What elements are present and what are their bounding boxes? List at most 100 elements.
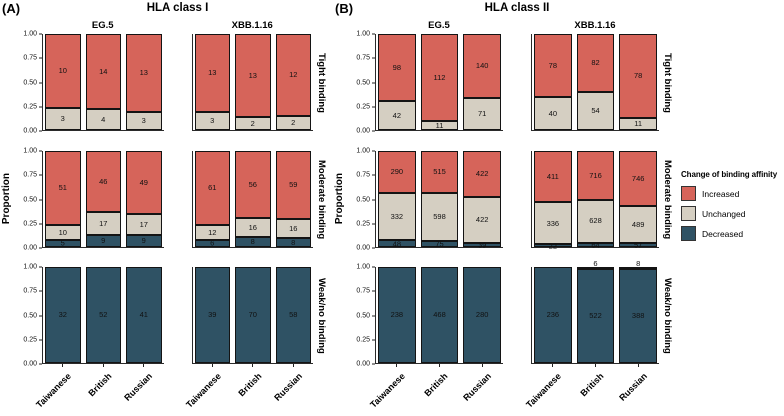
bar-segment-count: 22 [548,240,557,250]
y-tick-mark [39,106,42,108]
bar-russian: 422 422 39 [463,151,502,248]
legend-item: Unchanged [681,206,783,221]
bar-segment-unchanged: 16 [275,219,311,238]
y-tick-mark [39,315,42,316]
y-tick-label: 0.25 [356,103,370,111]
bars-group: 32 52 41 [43,267,164,363]
bar-taiwanese: 238 [378,267,416,363]
legend-swatch-decreased [681,226,696,241]
bar-segment-decreased: 522 [576,269,615,363]
bar-segment-count: 11 [435,120,444,130]
bar-segment-increased: 140 [463,34,502,98]
y-tick-mark [372,150,375,152]
bar-segment-increased: 515 [420,151,459,193]
y-tick-label: 0.00 [23,360,37,368]
bar-segment-decreased: 9 [85,235,121,247]
bar-segment-count: 411 [546,171,559,181]
x-tick-mark [211,364,213,367]
bar-british: 14 4 [85,34,121,130]
y-tick-mark [372,33,375,35]
y-axis: 1.00 0.75 0.50 0.25 0.00 [12,148,42,252]
bar-taiwanese: 290 332 48 [378,151,416,247]
bar-segment-decreased: 57 [619,241,658,248]
y-tick: 0.75 [356,55,375,62]
bar-segment-unchanged: 3 [45,107,81,130]
y-tick-mark [372,339,375,341]
y-tick: 0.75 [356,288,375,295]
y-tick: 0.25 [356,103,375,110]
y-tick: 0.75 [356,172,375,179]
bar-segment-count: 422 [475,215,489,225]
bar-segment-decreased: 236 [534,267,572,363]
facet-column-title: EG.5 [91,20,114,31]
bar-segment-unchanged: 11 [420,120,459,130]
bar-russian: 280 [463,267,502,363]
bar-segment-count: 52 [99,310,108,320]
bar-segment-increased: 13 [235,34,271,118]
y-tick-label: 0.25 [356,220,370,228]
bar-segment-increased: 78 [534,34,572,98]
bar-russian: 13 3 [126,34,162,130]
x-tick-label: British [86,371,114,399]
bar-segment-count: 16 [248,223,257,233]
bar-segment-unchanged: 71 [463,97,502,130]
y-tick-mark [372,174,375,176]
y-tick-mark [39,57,42,59]
bar-segment-decreased: 6 [194,240,230,247]
y-tick: 0.75 [23,172,42,179]
panel-letter: (A) [2,1,21,16]
bar-segment-count: 70 [248,310,257,320]
bar-segment-decreased: 48 [378,240,416,247]
bar-segment-count: 489 [631,219,645,229]
panel-title: HLA class II [484,2,550,14]
bar-segment-increased: 8 [619,260,658,269]
bar-taiwanese: 78 40 [534,34,572,130]
bar-segment-count: 2 [291,118,296,128]
bar-segment-count: 39 [208,310,217,320]
bar-segment-increased: 112 [420,34,459,122]
bar-segment-increased: 82 [576,34,615,92]
x-tick-mark [481,364,483,367]
bar-segment-unchanged: 2 [235,117,271,130]
bar-segment-increased: 56 [235,151,271,219]
bar-british: 46 17 9 [85,151,121,247]
y-tick-label: 0.00 [356,360,370,368]
bar-segment-unchanged: 17 [126,213,162,236]
y-tick: 0.00 [23,361,42,368]
y-tick-mark [372,315,375,316]
bar-segment-increased: 411 [534,151,572,203]
bar-segment-count: 56 [248,179,257,189]
bar-segment-count: 716 [589,170,602,180]
bar-taiwanese: 61 12 6 [194,151,230,247]
bar-segment-count: 61 [208,183,217,193]
legend-item: Decreased [681,226,783,241]
bar-segment-count: 4 [101,114,106,124]
y-tick: 0.50 [23,312,42,319]
bar-segment-decreased: 58 [275,267,311,363]
bar-segment-unchanged: 16 [235,218,271,238]
y-tick-mark [372,247,375,249]
bars-group: 98 42 112 11 140 71 [376,34,503,130]
y-tick-mark [372,57,375,59]
bar-segment-count: 10 [58,227,67,237]
bar-british: 82 54 [576,34,615,130]
bars-group: 61 12 6 56 16 8 59 16 8 [193,151,314,247]
bar-segment-count: 5 [60,238,65,248]
bars-group: 13 3 13 2 12 2 [193,34,314,130]
x-tick-label: British [578,371,607,399]
bar-segment-decreased: 5 [45,240,81,247]
y-tick: 0.00 [356,128,375,135]
y-axis: 1.00 0.75 0.50 0.25 0.00 [12,264,42,368]
bar-segment-increased: 6 [576,260,615,269]
x-tick-label: Russian [122,371,155,403]
y-tick-mark [39,290,42,292]
bar-segment-increased: 14 [85,34,121,109]
bar-segment-unchanged: 17 [85,212,121,235]
bar-segment-count: 71 [478,109,487,119]
legend-items: Increased Unchanged Decreased [681,186,783,241]
y-axis: 1.00 0.75 0.50 0.25 0.00 [12,31,42,135]
bar-segment-count: 3 [60,114,65,124]
bar-segment-increased: 12 [275,34,311,117]
bar-segment-decreased: 39 [463,241,502,248]
